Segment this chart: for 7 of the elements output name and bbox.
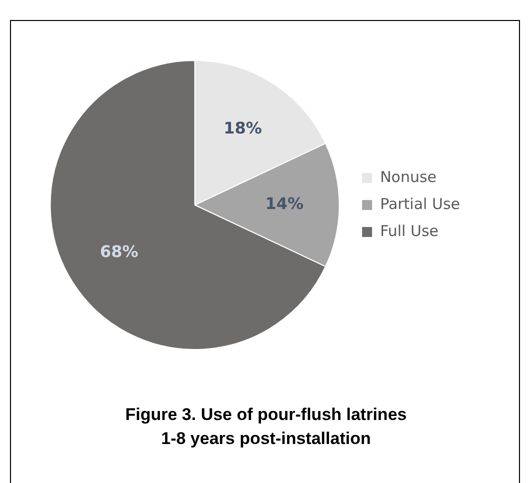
legend-label: Full Use: [380, 222, 439, 240]
text: Figure 3. Use of pour-flush latrines 1-8 years post-installation: [124, 404, 408, 450]
data-label: 68%: [100, 242, 138, 262]
legend-label: Partial Use: [380, 194, 460, 213]
data-label: 18%: [224, 118, 262, 138]
data-label: 14%: [265, 194, 304, 214]
legend-label: Nonuse: [380, 168, 437, 186]
